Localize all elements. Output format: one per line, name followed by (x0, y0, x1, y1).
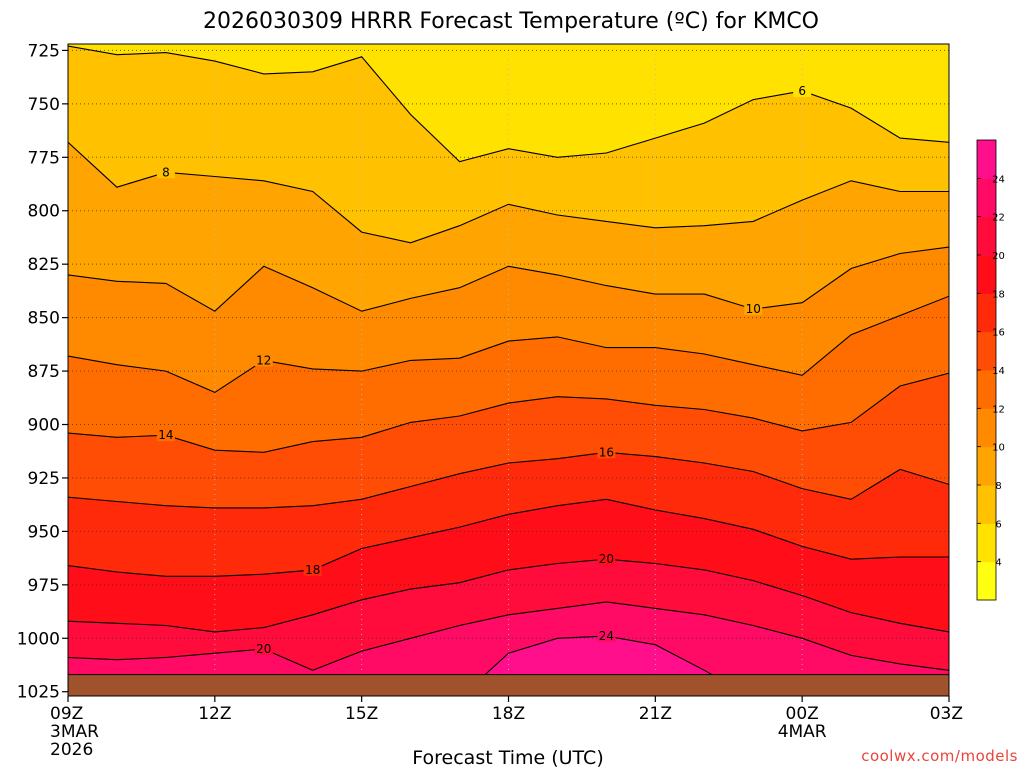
colorbar-swatch-24 (977, 140, 996, 179)
y-tick-label-850: 850 (28, 309, 60, 329)
isotherm-12 (68, 295, 949, 394)
colorbar-label-4: 4 (995, 558, 1001, 569)
isotherm-18 (68, 498, 949, 577)
colorbar-label-18: 18 (992, 289, 1005, 300)
isotherm-label-bg-22 (254, 641, 273, 655)
x-tick-label-03Z: 03Z (930, 704, 963, 724)
colorbar-swatch-16 (977, 293, 996, 333)
isotherm-label-bg-18 (303, 562, 322, 576)
colorbar-swatch-6 (977, 485, 996, 524)
colorbar-label-8: 8 (995, 481, 1001, 492)
colorbar-label-20: 20 (992, 251, 1005, 262)
isotherm-8 (68, 141, 949, 244)
isotherm-label-bg-10 (744, 302, 763, 316)
y-tick-label-800: 800 (28, 202, 60, 222)
x-tick-date-09Z: 3MAR (50, 722, 99, 742)
y-tick-label-825: 825 (28, 255, 60, 275)
isotherm-labels: 6 8 10 12 14 16 18 20 20 24 (156, 84, 812, 656)
x-tick-label-21Z: 21Z (639, 704, 672, 724)
colorbar-swatch-14 (977, 331, 996, 371)
colorbar-label-22: 22 (992, 213, 1005, 224)
colorbar-swatch-8 (977, 446, 996, 486)
isotherm-label-24: 24 (599, 629, 614, 643)
x-tick-year-09Z: 2026 (50, 740, 93, 760)
colorbar-label-14: 14 (992, 366, 1005, 377)
isotherm-20 (68, 558, 949, 633)
colorbar-swatch-2 (977, 561, 996, 601)
y-tick-label-725: 725 (28, 41, 60, 61)
colorbar-swatch-12 (977, 370, 996, 409)
isotherm-label-bg-24 (597, 629, 616, 643)
isotherm-label-bg-16 (597, 445, 616, 459)
x-tick-label-00Z: 00Z (786, 704, 819, 724)
x-tick-label-18Z: 18Z (492, 704, 525, 724)
colorbar-swatch-18 (977, 255, 996, 294)
isotherm-label-bg-8 (156, 165, 175, 179)
x-tick-label-09Z: 09Z (50, 704, 83, 724)
isotherm-14 (68, 372, 949, 453)
colorbar-swatch-4 (977, 523, 996, 563)
x-axis-label: Forecast Time (UTC) (412, 747, 603, 768)
chart-title: 2026030309 HRRR Forecast Temperature (ºC… (203, 9, 819, 34)
y-tick-label-950: 950 (28, 522, 60, 542)
isotherm-label-18: 18 (305, 563, 320, 577)
isotherm-label-14: 14 (158, 428, 173, 442)
isotherm-label-12: 12 (256, 353, 271, 367)
plot-area: 6 8 10 12 14 16 18 20 20 24 (67, 43, 950, 697)
colorbar-swatch-22 (977, 178, 996, 218)
colorbar-label-16: 16 (992, 328, 1005, 339)
y-tick-label-975: 975 (28, 576, 60, 596)
temperature-fill-bands (68, 44, 949, 696)
y-tick-label-775: 775 (28, 148, 60, 168)
isotherm-16 (68, 451, 949, 509)
isotherm-label-6: 6 (798, 84, 806, 98)
x-tick-label-15Z: 15Z (345, 704, 378, 724)
isotherm-label-bg-6 (793, 84, 812, 98)
colorbar-swatch-10 (977, 408, 996, 448)
isotherm-lines (68, 45, 949, 696)
y-tick-label-1025: 1025 (17, 683, 60, 703)
isotherm-label-10: 10 (746, 302, 761, 316)
x-tick-label-12Z: 12Z (198, 704, 231, 724)
isotherm-label-8: 8 (162, 165, 170, 179)
x-tick-date-00Z: 4MAR (778, 722, 827, 742)
y-tick-label-900: 900 (28, 416, 60, 436)
colorbar-label-6: 6 (995, 519, 1001, 530)
colorbar-label-12: 12 (992, 404, 1005, 415)
isotherm-label-22: 20 (256, 642, 271, 656)
y-tick-label-1000: 1000 (17, 629, 60, 649)
colorbar-label-10: 10 (992, 443, 1005, 454)
y-axis: 725 750 775 800 825 850 875 900 925 950 975 1000 102… (17, 41, 68, 703)
credit-text: coolwx.com/models (861, 747, 1018, 765)
y-tick-label-875: 875 (28, 362, 60, 382)
isotherm-22 (68, 601, 949, 671)
isotherm-24 (460, 635, 751, 696)
ground-fill (68, 674, 949, 696)
isotherm-10 (68, 246, 949, 312)
ground-strip (68, 674, 949, 696)
isotherm-label-bg-20 (597, 552, 616, 566)
y-tick-label-750: 750 (28, 95, 60, 115)
isotherm-label-20: 20 (599, 552, 614, 566)
isotherm-label-16: 16 (599, 445, 614, 459)
colorbar: 4 6 8 10 12 14 16 18 20 22 24 (976, 139, 1005, 601)
isotherm-label-bg-12 (254, 353, 273, 367)
y-tick-label-925: 925 (28, 469, 60, 489)
colorbar-swatch-20 (977, 216, 996, 256)
fill-band-4 (68, 44, 949, 162)
colorbar-label-24: 24 (992, 174, 1005, 185)
isotherm-label-bg-14 (156, 428, 175, 442)
